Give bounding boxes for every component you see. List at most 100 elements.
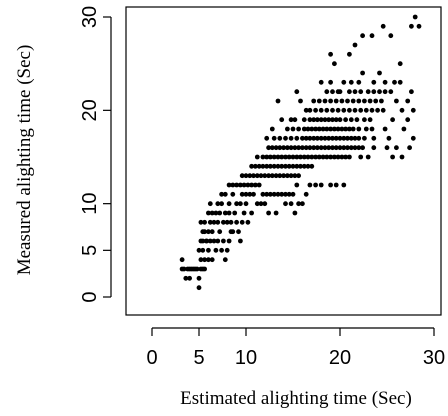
data-point [275,191,281,197]
data-point [253,163,258,169]
data-point [333,182,339,188]
data-point [292,117,298,123]
data-point [260,154,266,160]
data-point [279,163,285,169]
data-point [318,182,324,188]
data-point [322,98,328,104]
data-point [330,117,335,123]
data-point [371,135,377,141]
x-tick-label: 0 [146,347,157,369]
data-point [207,219,213,225]
data-point [356,79,362,85]
data-point [369,33,375,39]
data-point [307,117,313,123]
data-point [222,257,228,263]
data-point [296,126,301,132]
data-point [298,154,303,160]
data-point [358,154,364,160]
y-axis: 0 5 10 20 30 [79,6,112,303]
data-point [249,163,255,169]
data-point [219,247,225,253]
data-point [373,98,379,104]
data-point [333,135,339,141]
data-point [335,107,341,113]
data-point [202,219,208,225]
data-point [292,210,298,216]
y-axis-title: Measured alighting time (Sec) [14,45,35,276]
data-point [269,173,275,179]
data-point [245,182,251,188]
data-point [298,98,303,104]
data-point [268,154,273,160]
data-point [305,163,311,169]
data-point [275,163,281,169]
data-point [309,154,315,160]
data-point [286,191,292,197]
data-point [198,257,204,263]
data-point [369,126,375,132]
data-point [271,154,277,160]
data-point [281,173,286,179]
data-point [228,219,234,225]
data-point [264,191,270,197]
x-tick-label: 30 [423,347,445,369]
data-point [330,89,335,95]
data-point [211,238,217,244]
data-point [254,201,260,207]
data-point [283,191,288,197]
data-point [219,201,225,207]
data-point [362,135,367,141]
data-point [315,117,320,123]
data-point [337,145,343,151]
data-point [273,173,279,179]
data-point [273,210,279,216]
data-point [307,182,313,188]
data-point [279,117,285,123]
data-point [409,89,414,95]
data-point [322,117,328,123]
data-point [268,163,273,169]
data-point [416,23,422,29]
data-point [243,173,249,179]
data-point [363,126,369,132]
data-point [217,229,223,235]
data-point [262,173,268,179]
data-point [318,79,324,85]
data-point [350,126,356,132]
data-point [307,135,313,141]
data-point [316,126,322,132]
data-point [207,201,213,207]
data-point [283,154,288,160]
data-point [382,126,388,132]
data-point [365,154,371,160]
data-point [335,89,341,95]
data-point [407,145,412,151]
data-point [328,79,333,85]
data-point [273,145,279,151]
data-point [399,154,405,160]
data-point [234,219,240,225]
data-point [326,145,332,151]
data-point [332,61,337,67]
data-point [330,107,335,113]
data-point [341,135,347,141]
data-point [294,89,300,95]
data-point [232,210,238,216]
data-point [332,126,337,132]
data-point [380,107,386,113]
data-point [283,201,288,207]
data-point [266,173,271,179]
data-point [213,210,219,216]
data-point [328,154,333,160]
data-point [254,173,260,179]
data-point [320,154,326,160]
data-point [275,154,281,160]
data-point [196,285,202,291]
data-point [283,135,288,141]
data-point [258,201,264,207]
data-point [356,126,362,132]
data-point [271,191,277,197]
data-point [309,163,315,169]
data-point [326,135,332,141]
data-point [313,107,318,113]
